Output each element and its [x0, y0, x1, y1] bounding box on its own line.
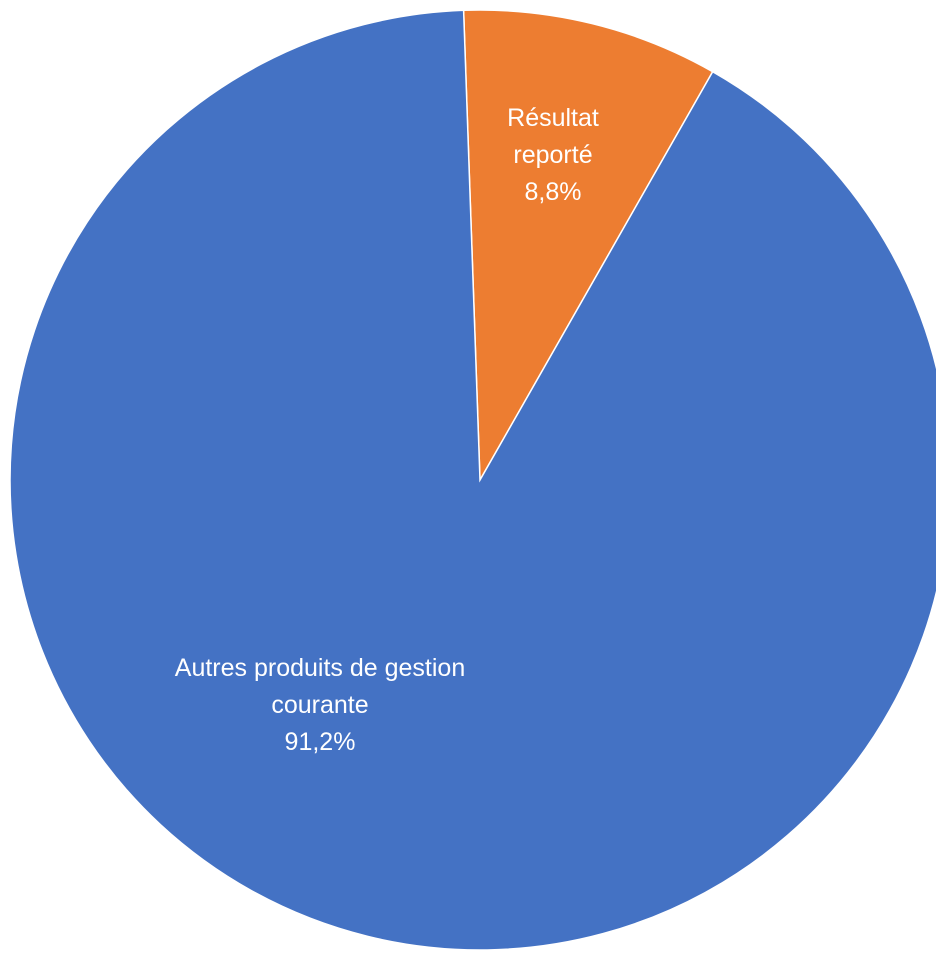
- slice-label: Résultat reporté 8,8%: [478, 80, 628, 230]
- label-box: Autres produits de gestion courante 91,2%: [160, 630, 480, 780]
- value-label: 8,8%: [524, 177, 582, 206]
- pie-slice: [9, 9, 936, 951]
- category-label: Autres produits de gestion courante: [174, 653, 466, 719]
- pie-slice: [462, 9, 714, 483]
- label-box: Résultat reporté 8,8%: [478, 80, 628, 230]
- slice-label: Autres produits de gestion courante 91,2%: [160, 630, 480, 780]
- category-label: Résultat reporté: [507, 103, 599, 169]
- value-label: 91,2%: [284, 727, 356, 756]
